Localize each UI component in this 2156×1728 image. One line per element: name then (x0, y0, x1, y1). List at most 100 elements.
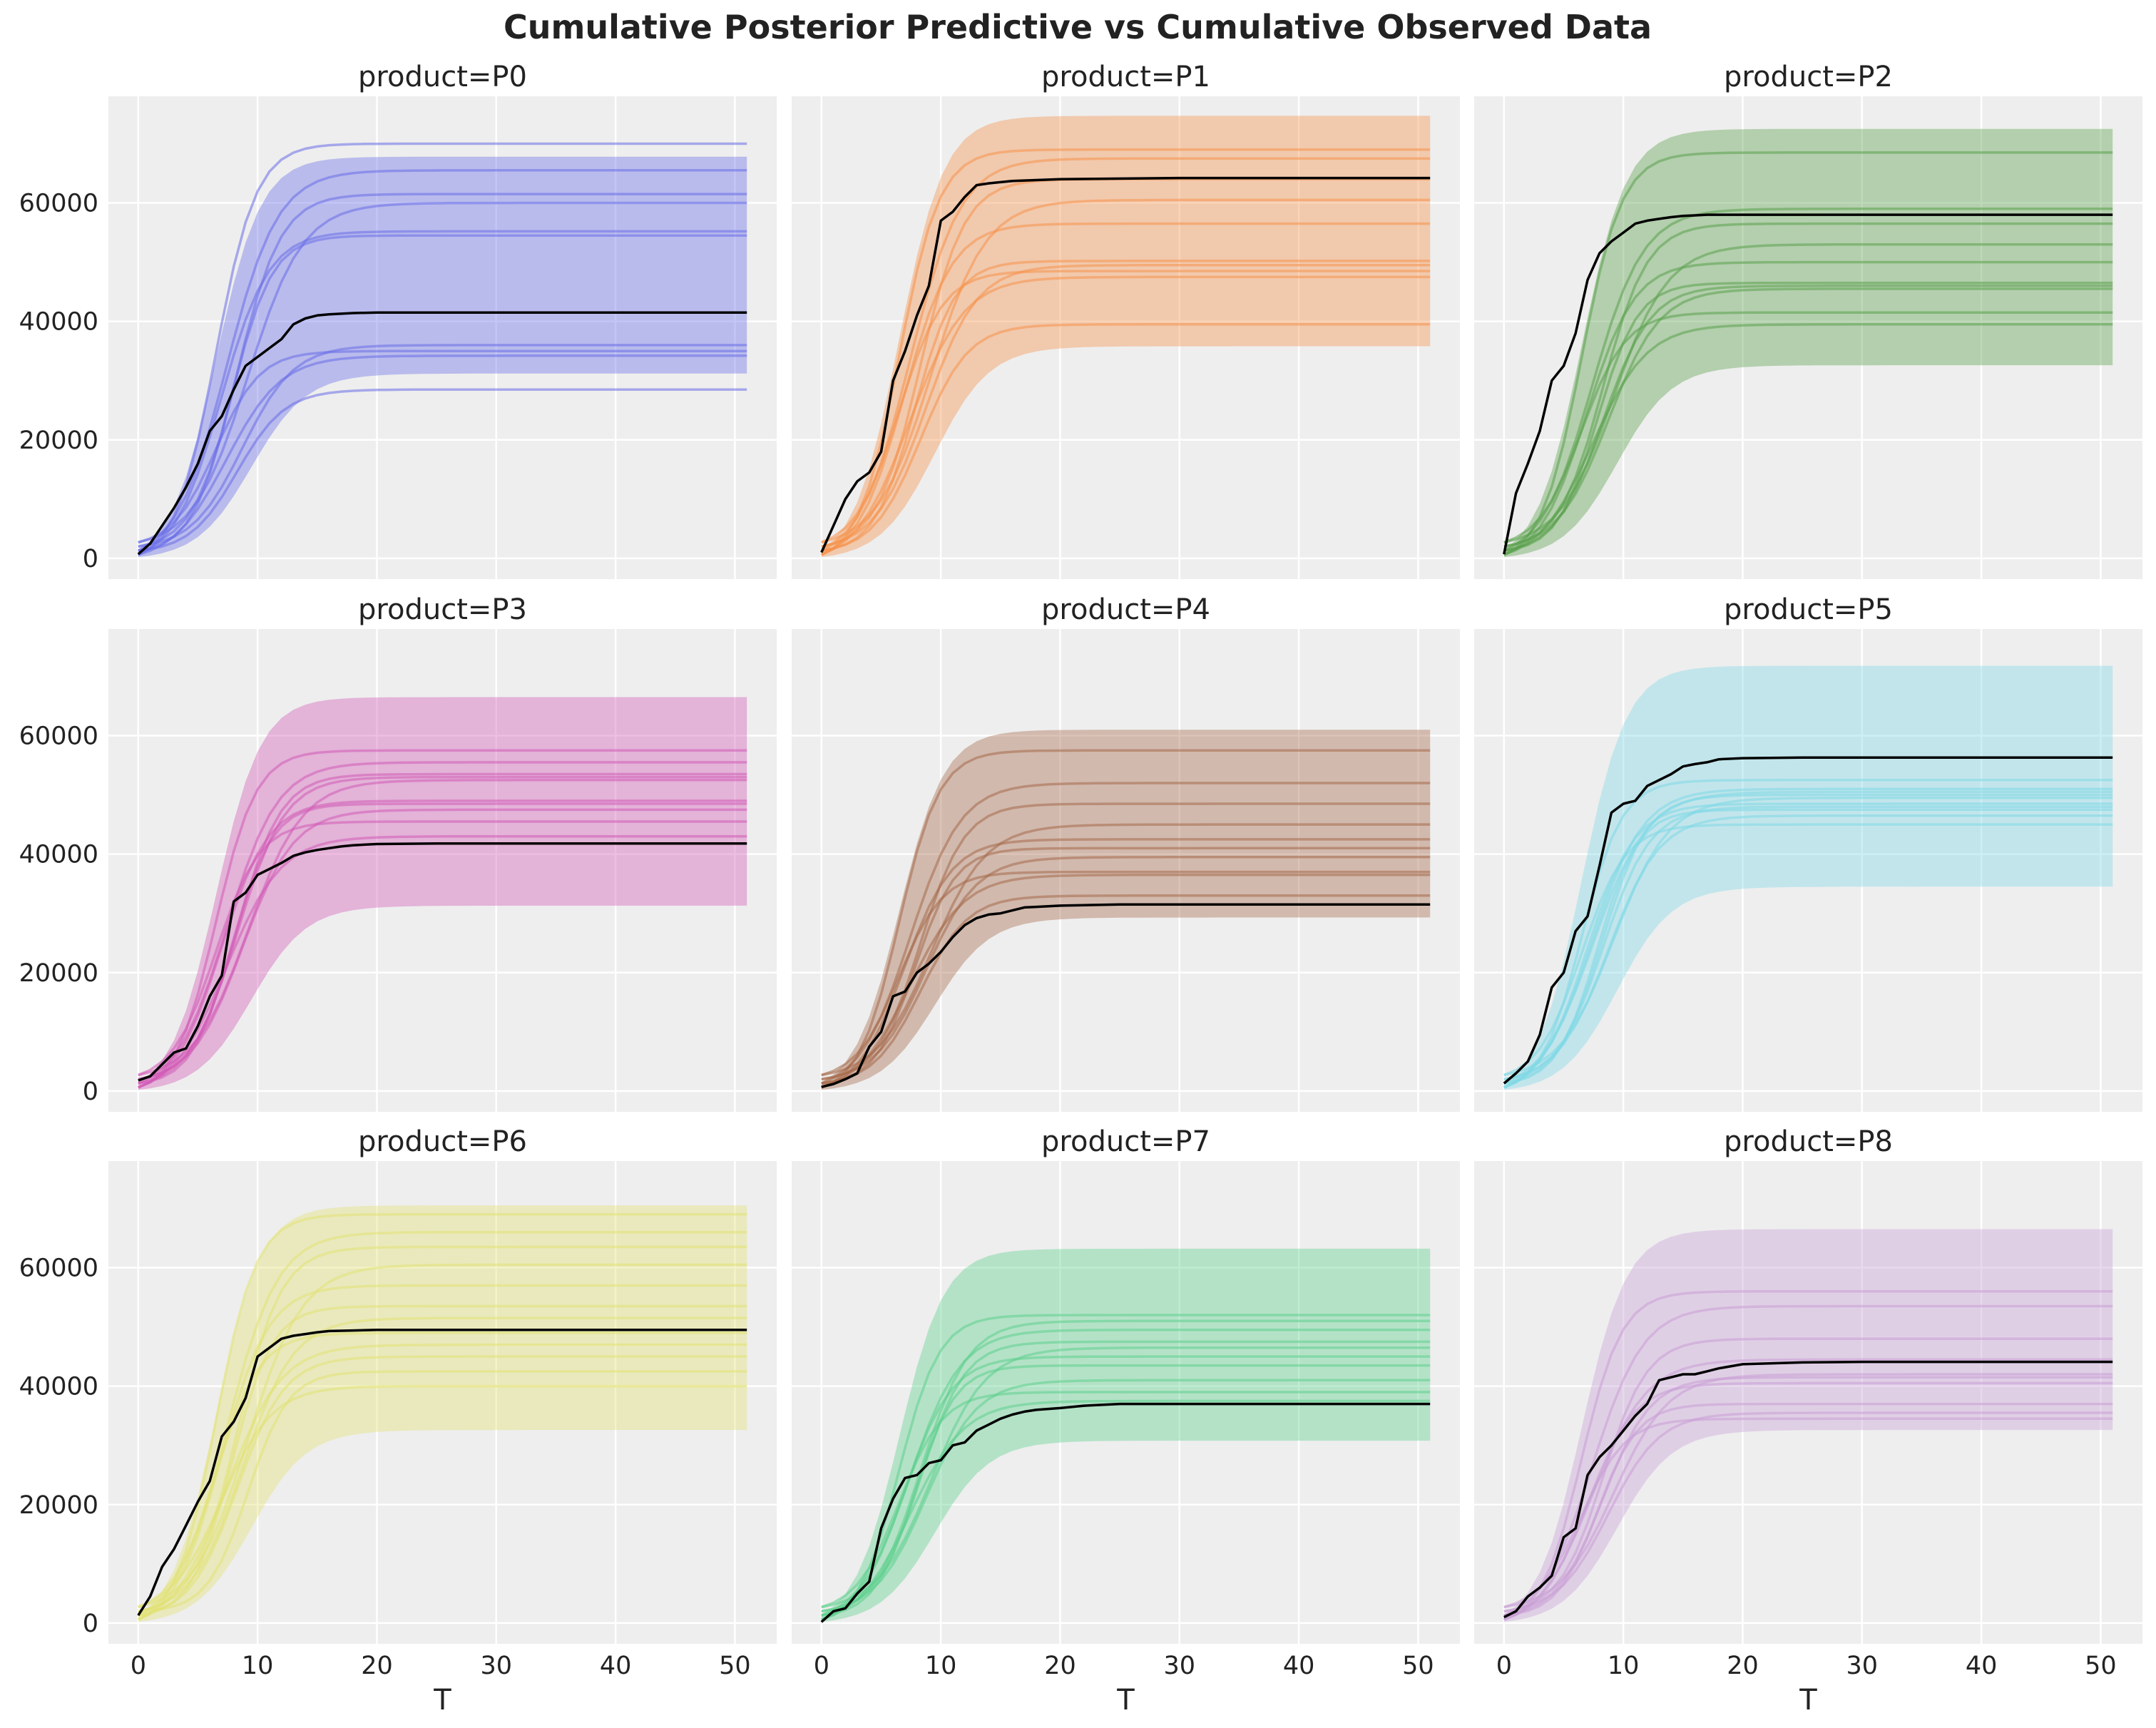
hdi-band (138, 1205, 747, 1622)
x-tick-label: 0 (131, 1652, 146, 1680)
posterior-sample-line (137, 1213, 747, 1621)
posterior-sample-line (1503, 285, 2113, 552)
posterior-sample-line (138, 1355, 747, 1617)
plot-area (792, 1161, 1460, 1644)
posterior-sample-line (138, 230, 747, 556)
posterior-sample-line (821, 198, 1431, 544)
observed-line (137, 1328, 747, 1617)
hdi-band (821, 116, 1431, 558)
panel-p7: product=P7 0 10 20 30 40 50 T (792, 1125, 1460, 1717)
posterior-sample-line (1503, 790, 2113, 1089)
observed-line (1503, 756, 2113, 1085)
y-tick-label: 0 (83, 545, 98, 573)
posterior-sample-line (821, 847, 1431, 1085)
posterior-sample-line (1503, 802, 2113, 1089)
posterior-sample-line (138, 834, 747, 1089)
x-tick-label: 40 (600, 1652, 632, 1680)
y-tick-label: 20000 (19, 426, 98, 455)
posterior-sample-line (821, 802, 1431, 1081)
posterior-sample-line (138, 749, 747, 1089)
figure-title: Cumulative Posterior Predictive vs Cumul… (504, 8, 1652, 46)
observed-line (820, 1402, 1431, 1623)
posterior-sample-line (1503, 208, 2113, 552)
y-tick-label: 60000 (19, 722, 98, 751)
posterior-sample-line (138, 1370, 747, 1613)
posterior-sample-line (821, 275, 1431, 556)
posterior-sample-line (138, 354, 747, 556)
posterior-sample-line (1503, 814, 2113, 1081)
posterior-sample-line (1503, 808, 2113, 1085)
posterior-sample-line (821, 870, 1431, 1077)
panel-title: product=P8 (1724, 1125, 1893, 1158)
hdi-band (1503, 1229, 2113, 1622)
x-axis-label: T (433, 1684, 451, 1717)
x-tick-label: 50 (1402, 1652, 1434, 1680)
posterior-sample-line (138, 1384, 747, 1609)
posterior-sample-line (821, 894, 1431, 1085)
x-tick-label: 10 (242, 1652, 274, 1680)
posterior-sample-line (138, 1331, 747, 1609)
panel-p1: product=P1 (792, 61, 1460, 579)
panel-p4: product=P4 (792, 593, 1460, 1112)
posterior-sample-line (1503, 260, 2113, 556)
posterior-sample-line (138, 1317, 747, 1613)
posterior-sample-line (821, 270, 1431, 544)
x-tick-label: 30 (1846, 1652, 1879, 1680)
posterior-sample-line (1503, 222, 2113, 548)
posterior-sample-line (137, 142, 747, 556)
y-tick-label: 40000 (19, 841, 98, 869)
posterior-sample-line (821, 823, 1431, 1077)
posterior-sample-line (821, 1355, 1431, 1621)
posterior-sample-line (138, 349, 747, 544)
posterior-sample-line (1503, 1358, 2113, 1621)
x-tick-label: 20 (1044, 1652, 1076, 1680)
panel-title: product=P1 (1041, 61, 1210, 93)
posterior-sample-line (1503, 311, 2113, 544)
posterior-sample-line (1503, 1411, 2113, 1613)
hdi-band (138, 697, 747, 1090)
x-tick-label: 30 (1164, 1652, 1196, 1680)
posterior-sample-line (821, 749, 1431, 1089)
panel-title: product=P4 (1041, 593, 1210, 626)
x-tick-label: 30 (481, 1652, 513, 1680)
x-tick-label: 0 (814, 1652, 829, 1680)
x-axis-label: T (1116, 1684, 1135, 1717)
posterior-sample-line (138, 808, 747, 1081)
posterior-sample-line (820, 148, 1431, 556)
posterior-sample-line (821, 1399, 1431, 1621)
posterior-sample-line (138, 1245, 747, 1613)
plot-area (108, 629, 777, 1112)
posterior-sample-line (821, 856, 1431, 1081)
panel-title: product=P5 (1724, 593, 1893, 626)
plot-area (792, 629, 1460, 1112)
panel-p0: product=P0 0 20000 40000 60000 (19, 61, 777, 579)
posterior-sample-line (138, 1263, 747, 1609)
observed-line (138, 842, 747, 1082)
panel-title: product=P7 (1041, 1125, 1210, 1158)
posterior-sample-line (137, 1284, 747, 1621)
posterior-sample-line (1503, 779, 2113, 1089)
posterior-sample-line (1503, 281, 2113, 552)
observed-line (821, 903, 1431, 1088)
x-tick-label: 20 (1727, 1652, 1759, 1680)
x-tick-label: 40 (1966, 1652, 1998, 1680)
posterior-sample-line (138, 388, 747, 552)
posterior-sample-line (821, 323, 1431, 552)
posterior-sample-line (138, 820, 747, 1077)
posterior-sample-line (138, 1343, 747, 1621)
y-tick-label: 60000 (19, 1254, 98, 1283)
x-tick-label: 50 (719, 1652, 751, 1680)
posterior-sample-line (137, 169, 747, 552)
posterior-sample-line (821, 260, 1431, 552)
plot-area (1474, 1161, 2142, 1644)
panel-p2: product=P2 (1474, 61, 2142, 579)
posterior-sample-line (820, 222, 1431, 556)
plot-area (1474, 629, 2142, 1112)
posterior-sample-line (1503, 1417, 2113, 1609)
y-tick-label: 40000 (19, 1373, 98, 1401)
posterior-sample-line (1503, 1376, 2113, 1617)
posterior-sample-line (821, 263, 1431, 548)
y-tick-label: 20000 (19, 959, 98, 988)
panel-title: product=P0 (358, 61, 527, 93)
panel-p5: product=P5 (1474, 593, 2142, 1112)
